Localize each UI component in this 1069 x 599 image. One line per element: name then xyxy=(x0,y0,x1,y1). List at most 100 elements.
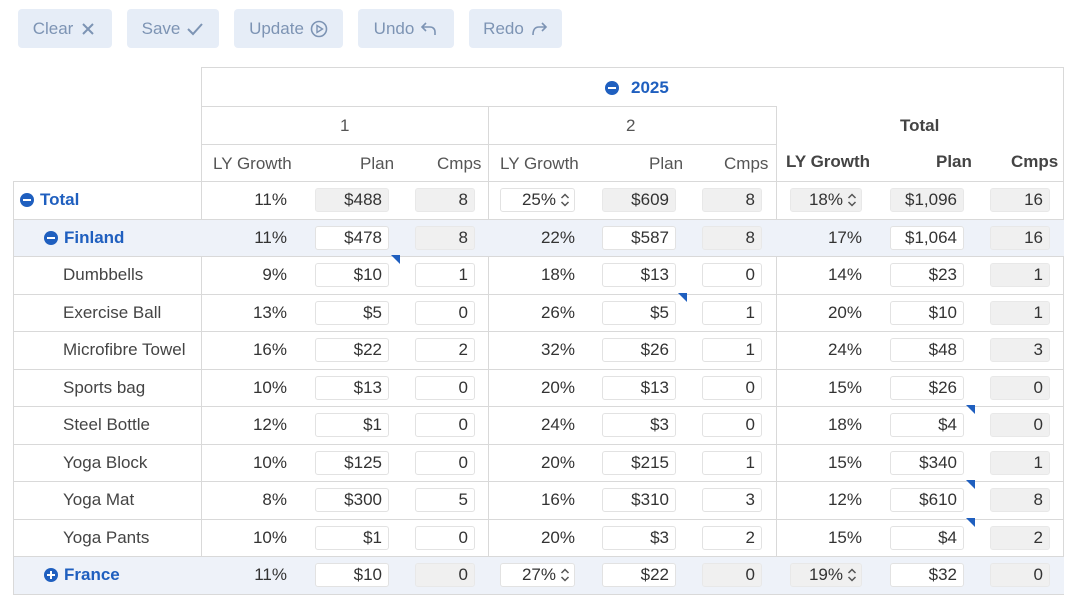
ly-growth-value: 10% xyxy=(252,378,287,397)
save-button[interactable]: Save xyxy=(127,9,219,48)
collapse-icon[interactable] xyxy=(605,81,619,95)
plan-input[interactable]: $4 xyxy=(890,413,964,437)
cmps-input[interactable]: 2 xyxy=(415,338,475,362)
update-label: Update xyxy=(249,18,304,38)
plan-input[interactable]: $3 xyxy=(602,413,676,437)
plan-input[interactable]: $13 xyxy=(315,376,389,400)
plan-input[interactable]: $587 xyxy=(602,226,676,250)
period-1-header: 1 xyxy=(340,116,350,135)
cmps-input[interactable]: 1 xyxy=(702,301,762,325)
cmps-input[interactable]: 1 xyxy=(702,338,762,362)
undo-button[interactable]: Undo xyxy=(358,9,454,48)
plan-input[interactable]: $300 xyxy=(315,488,389,512)
plan-input[interactable]: $26 xyxy=(890,376,964,400)
plan-input[interactable]: $1 xyxy=(315,526,389,550)
cmps-input[interactable]: 3 xyxy=(702,488,762,512)
plan-input[interactable]: $310 xyxy=(602,488,676,512)
ly-growth-value: 20% xyxy=(540,453,575,472)
collapse-icon[interactable] xyxy=(20,193,34,207)
col-cmps-1: Cmps xyxy=(437,154,482,173)
ly-growth-stepper[interactable]: 25% xyxy=(500,188,575,212)
year-header[interactable]: 2025 xyxy=(605,78,669,98)
plan-input[interactable]: $13 xyxy=(602,376,676,400)
expand-icon[interactable] xyxy=(44,568,58,582)
comment-flag-icon[interactable] xyxy=(678,293,687,302)
cmps-input[interactable]: 1 xyxy=(702,451,762,475)
plan-input[interactable]: $26 xyxy=(602,338,676,362)
ly-growth-stepper[interactable]: 27% xyxy=(500,563,575,587)
toolbar: Clear Save Update Undo Redo xyxy=(0,0,1069,56)
plan-input[interactable]: $22 xyxy=(315,338,389,362)
col-plan-total: Plan xyxy=(936,152,972,171)
ly-growth-stepper[interactable]: 19% xyxy=(790,563,862,587)
comment-flag-icon[interactable] xyxy=(391,255,400,264)
comment-flag-icon[interactable] xyxy=(966,518,975,527)
spinner-icon[interactable] xyxy=(560,192,570,208)
update-button[interactable]: Update xyxy=(234,9,343,48)
ly-growth-value: 12% xyxy=(252,415,287,434)
cmps-input[interactable]: 0 xyxy=(702,376,762,400)
cmps-input[interactable]: 0 xyxy=(415,451,475,475)
plan-input[interactable]: $5 xyxy=(315,301,389,325)
plan-input[interactable]: $340 xyxy=(890,451,964,475)
cmps-input: 0 xyxy=(990,413,1050,437)
comment-flag-icon[interactable] xyxy=(966,405,975,414)
plan-input[interactable]: $215 xyxy=(602,451,676,475)
ly-growth-stepper[interactable]: 18% xyxy=(790,188,862,212)
row-label[interactable]: France xyxy=(44,556,120,594)
ly-growth-value: 26% xyxy=(540,303,575,322)
plan-input[interactable]: $610 xyxy=(890,488,964,512)
ly-growth-value: 18% xyxy=(827,415,862,434)
cmps-input[interactable]: 0 xyxy=(702,413,762,437)
cmps-input[interactable]: 0 xyxy=(415,301,475,325)
cmps-input[interactable]: 0 xyxy=(415,413,475,437)
play-circle-icon xyxy=(310,20,328,37)
cmps-input: 8 xyxy=(702,226,762,250)
plan-input[interactable]: $4 xyxy=(890,526,964,550)
cmps-input: 3 xyxy=(990,338,1050,362)
ly-growth-value: 17% xyxy=(827,228,862,247)
spinner-icon[interactable] xyxy=(560,567,570,583)
row-label-text: France xyxy=(64,565,120,584)
collapse-icon[interactable] xyxy=(44,231,58,245)
comment-flag-icon[interactable] xyxy=(966,480,975,489)
plan-input[interactable]: $22 xyxy=(602,563,676,587)
row-label[interactable]: Total xyxy=(20,181,79,219)
row-label-text: Microfibre Towel xyxy=(63,340,186,359)
cmps-input[interactable]: 1 xyxy=(415,263,475,287)
row-label[interactable]: Finland xyxy=(44,219,124,257)
cmps-input[interactable]: 2 xyxy=(702,526,762,550)
undo-label: Undo xyxy=(373,18,415,38)
cmps-input[interactable]: 0 xyxy=(702,263,762,287)
plan-input[interactable]: $10 xyxy=(315,263,389,287)
plan-input[interactable]: $478 xyxy=(315,226,389,250)
cmps-input[interactable]: 5 xyxy=(415,488,475,512)
plan-input[interactable]: $10 xyxy=(315,563,389,587)
plan-input[interactable]: $125 xyxy=(315,451,389,475)
ly-growth-value: 22% xyxy=(540,228,575,247)
cmps-input[interactable]: 0 xyxy=(415,376,475,400)
plan-input[interactable]: $1,096 xyxy=(890,188,964,212)
plan-input[interactable]: $1,064 xyxy=(890,226,964,250)
ly-growth-value: 20% xyxy=(540,528,575,547)
row-label: Sports bag xyxy=(63,369,145,407)
spinner-icon[interactable] xyxy=(847,567,857,583)
clear-button[interactable]: Clear xyxy=(18,9,112,48)
plan-input[interactable]: $23 xyxy=(890,263,964,287)
cmps-input[interactable]: 0 xyxy=(415,526,475,550)
plan-input[interactable]: $10 xyxy=(890,301,964,325)
plan-input[interactable]: $13 xyxy=(602,263,676,287)
plan-input[interactable]: $48 xyxy=(890,338,964,362)
plan-input[interactable]: $488 xyxy=(315,188,389,212)
plan-input[interactable]: $3 xyxy=(602,526,676,550)
plan-input[interactable]: $5 xyxy=(602,301,676,325)
redo-button[interactable]: Redo xyxy=(469,9,562,48)
plan-input[interactable]: $1 xyxy=(315,413,389,437)
row-label-text: Yoga Mat xyxy=(63,490,135,509)
plan-input[interactable]: $609 xyxy=(602,188,676,212)
ly-growth-value: 20% xyxy=(540,378,575,397)
ly-growth-value: 10% xyxy=(252,528,287,547)
spinner-icon[interactable] xyxy=(847,192,857,208)
plan-input[interactable]: $32 xyxy=(890,563,964,587)
